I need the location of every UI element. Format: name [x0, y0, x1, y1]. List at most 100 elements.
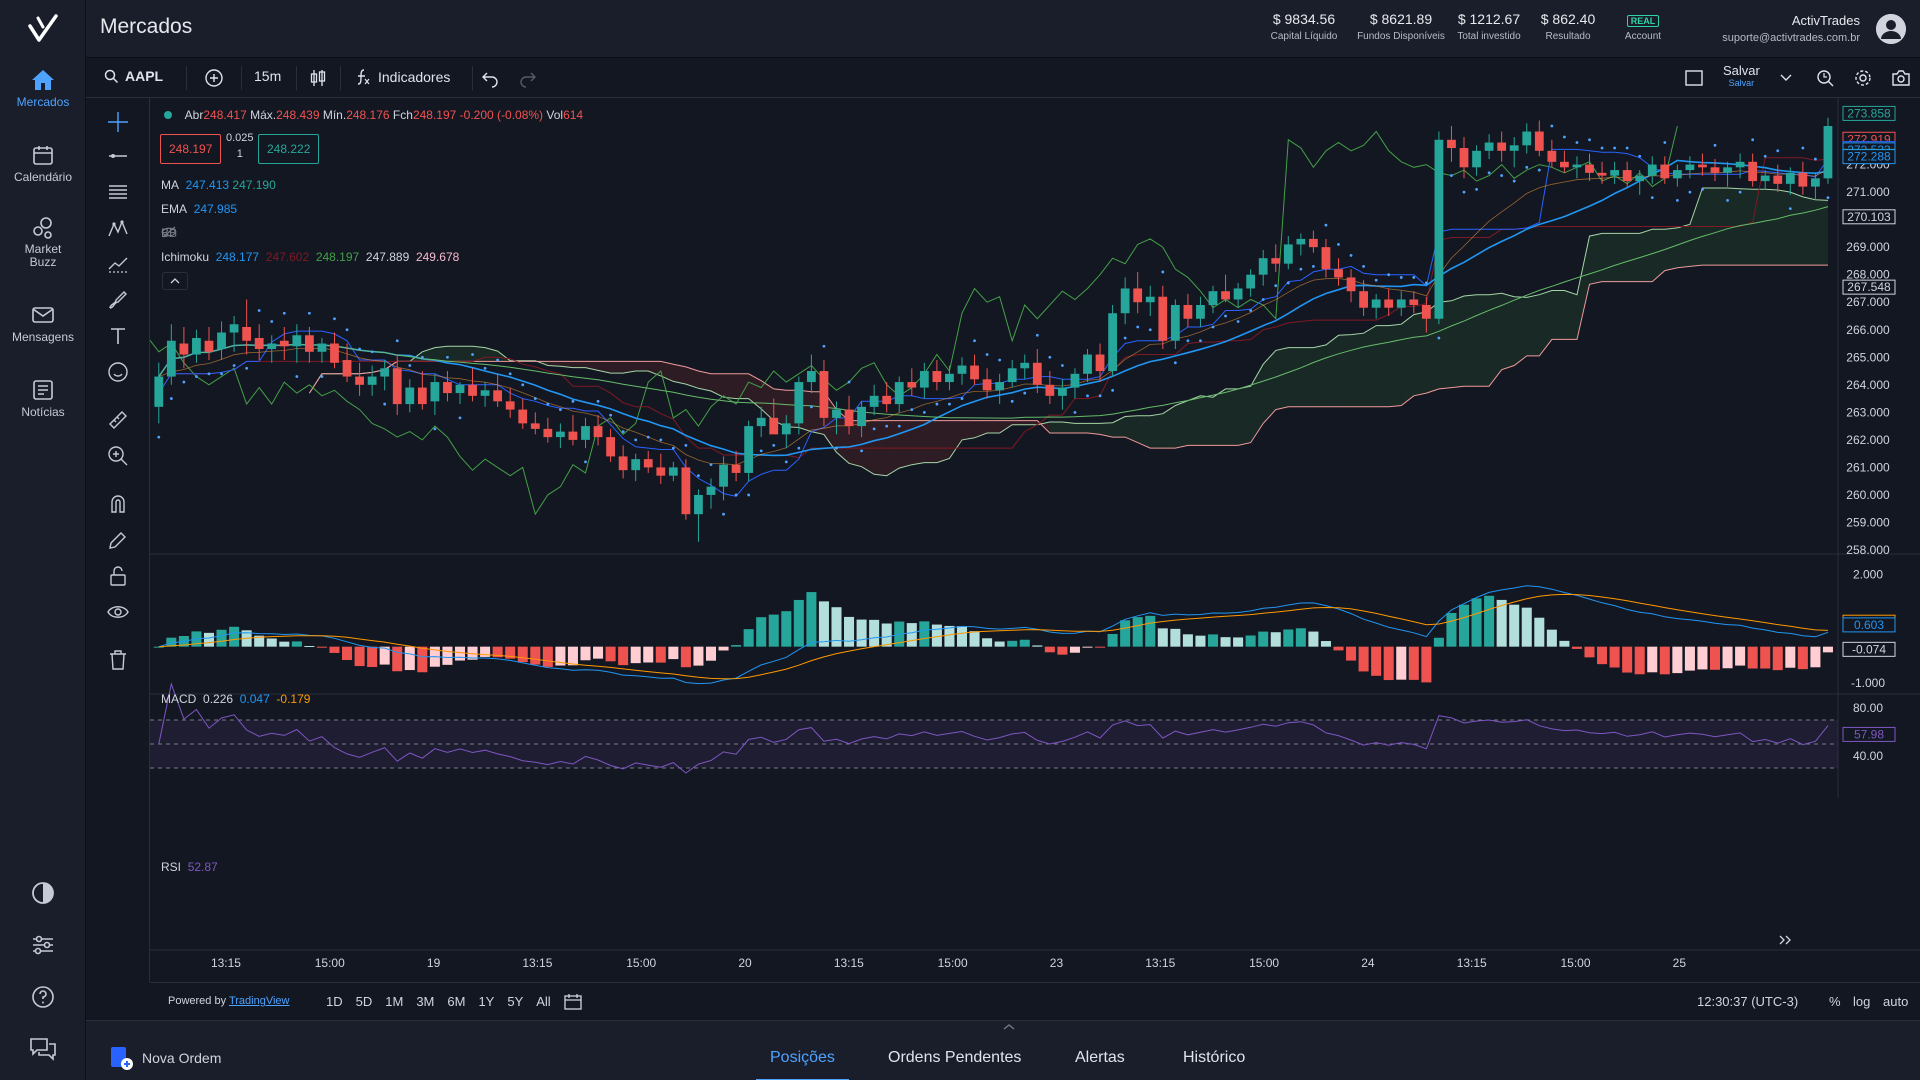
ichimoku-cloud-segment: [1451, 296, 1465, 388]
emoji-icon[interactable]: [106, 360, 130, 384]
pencil-lock-icon[interactable]: [106, 528, 130, 552]
indicators-button[interactable]: Indicadores: [354, 68, 450, 86]
macd-histogram-bar: [1346, 646, 1357, 661]
sidebar-item-mercados[interactable]: Mercados: [0, 68, 86, 109]
pattern-icon[interactable]: [106, 216, 130, 240]
macd-histogram-bar: [781, 611, 792, 647]
range-button[interactable]: 1M: [385, 994, 404, 1009]
brush-icon[interactable]: [106, 288, 130, 312]
save-button[interactable]: Salvar Salvar: [1723, 64, 1760, 88]
new-order-button[interactable]: Nova Ordem: [108, 1045, 221, 1071]
tab-ordens-pendentes[interactable]: Ordens Pendentes: [888, 1049, 1022, 1066]
text-icon[interactable]: [106, 324, 130, 348]
layout-icon[interactable]: [1684, 68, 1704, 88]
ichimoku-cloud-segment: [660, 361, 674, 382]
compare-add-icon[interactable]: [204, 68, 224, 88]
chart-area[interactable]: 273.000272.000271.000269.000268.000267.0…: [150, 98, 1920, 982]
sidebar-item-market-buzz[interactable]: Market Buzz: [0, 216, 86, 269]
trend-line-icon[interactable]: [106, 144, 130, 168]
collapse-legend-icon[interactable]: [162, 272, 188, 290]
range-button[interactable]: 5Y: [507, 994, 524, 1009]
quick-search-icon[interactable]: [1815, 68, 1835, 88]
zoom-in-icon[interactable]: [106, 444, 130, 468]
prediction-icon[interactable]: [106, 252, 130, 276]
vol-value: 614: [563, 108, 584, 122]
sidebar-item-noticias[interactable]: Notícias: [0, 378, 86, 419]
percent-toggle[interactable]: %: [1829, 994, 1841, 1009]
macd-histogram-bar: [1822, 646, 1833, 653]
candle-body: [1459, 148, 1469, 168]
range-button[interactable]: 1D: [326, 994, 343, 1009]
psar-dot: [772, 443, 776, 447]
candle-body: [1170, 304, 1180, 341]
rsi-legend[interactable]: RSI 52.87: [161, 860, 218, 874]
tab-posicoes[interactable]: Posições: [756, 1049, 849, 1080]
expand-panel-icon[interactable]: [1002, 1023, 1016, 1031]
candle-body: [1007, 368, 1017, 383]
ema-value: 247.985: [193, 202, 238, 216]
ema-legend[interactable]: EMA 247.985: [161, 202, 237, 216]
horizontal-lines-icon[interactable]: [106, 180, 130, 204]
chart-canvas[interactable]: 273.000272.000271.000269.000268.000267.0…: [150, 98, 1920, 982]
tradingview-link[interactable]: TradingView: [228, 995, 290, 1007]
eye-icon[interactable]: [106, 600, 130, 624]
sidebar-item-mensagens[interactable]: Mensagens: [0, 303, 86, 344]
tab-historico[interactable]: Histórico: [1183, 1049, 1246, 1066]
chat-icon[interactable]: [27, 1033, 59, 1065]
range-button[interactable]: 3M: [416, 994, 435, 1009]
candle-style-icon[interactable]: [308, 68, 328, 88]
user-info[interactable]: ActivTrades suporte@activtrades.com.br: [1722, 13, 1860, 44]
undo-icon[interactable]: [480, 68, 500, 88]
date-range-icon[interactable]: [563, 993, 583, 1011]
redo-icon[interactable]: [518, 68, 538, 88]
buy-price-button[interactable]: 248.222: [258, 134, 320, 164]
macd-histogram-bar: [1371, 646, 1382, 676]
macd-histogram-bar: [530, 646, 541, 665]
macd-histogram-bar: [1496, 599, 1507, 647]
auto-toggle[interactable]: auto: [1883, 994, 1909, 1009]
gear-icon[interactable]: [1853, 68, 1873, 88]
macd-histogram-bar: [1709, 646, 1721, 670]
range-button[interactable]: 6M: [447, 994, 466, 1009]
candle-body: [267, 343, 277, 350]
sell-price-button[interactable]: 248.197: [160, 134, 222, 164]
avatar-icon[interactable]: [1876, 14, 1906, 44]
help-icon[interactable]: [27, 981, 59, 1013]
macd-histogram-bar: [1810, 646, 1821, 668]
macd-legend[interactable]: MACD 0.226 0.047 -0.179: [161, 692, 310, 706]
settings-sliders-icon[interactable]: [27, 929, 59, 961]
chevron-down-icon[interactable]: [1780, 74, 1792, 82]
ichimoku-legend[interactable]: Ichimoku 248.177 247.602 248.197 247.889…: [161, 250, 459, 264]
trash-icon[interactable]: [106, 648, 130, 672]
sidebar-item-calendario[interactable]: Calendário: [0, 143, 86, 184]
lock-icon[interactable]: [106, 564, 130, 588]
bb-legend[interactable]: BB: [161, 226, 184, 240]
symbol-search-button[interactable]: AAPL: [104, 68, 163, 84]
close-value: 248.197: [412, 108, 457, 122]
candle-body: [882, 395, 892, 405]
ichimoku-cloud-segment: [1564, 290, 1577, 340]
camera-icon[interactable]: [1891, 68, 1911, 88]
crosshair-icon[interactable]: [106, 110, 130, 134]
range-button[interactable]: 1Y: [478, 994, 495, 1009]
log-toggle[interactable]: log: [1853, 994, 1871, 1009]
ma-legend[interactable]: MA 247.413 247.190: [161, 178, 276, 192]
spread-value: 0.025: [226, 132, 254, 144]
macd-histogram-bar: [517, 646, 528, 663]
stat-total-investido: $ 1212.67 Total investido: [1444, 11, 1534, 42]
account-mode[interactable]: REAL Account: [1608, 11, 1678, 42]
psar-dot: [458, 416, 462, 420]
theme-toggle-icon[interactable]: [27, 877, 59, 909]
magnet-icon[interactable]: [106, 492, 130, 516]
range-button[interactable]: All: [536, 994, 551, 1009]
rsi-tag: [1842, 726, 1896, 742]
macd-histogram-bar: [216, 629, 227, 647]
tab-alertas[interactable]: Alertas: [1075, 1049, 1125, 1066]
ema-label: EMA: [161, 202, 188, 216]
clock[interactable]: 12:30:37 (UTC-3): [1697, 994, 1799, 1009]
ichimoku-cloud-segment: [761, 380, 774, 421]
range-button[interactable]: 5D: [355, 994, 373, 1009]
ruler-icon[interactable]: [106, 408, 130, 432]
interval-button[interactable]: 15m: [254, 68, 281, 84]
hidden-eye-icon[interactable]: [161, 226, 177, 238]
